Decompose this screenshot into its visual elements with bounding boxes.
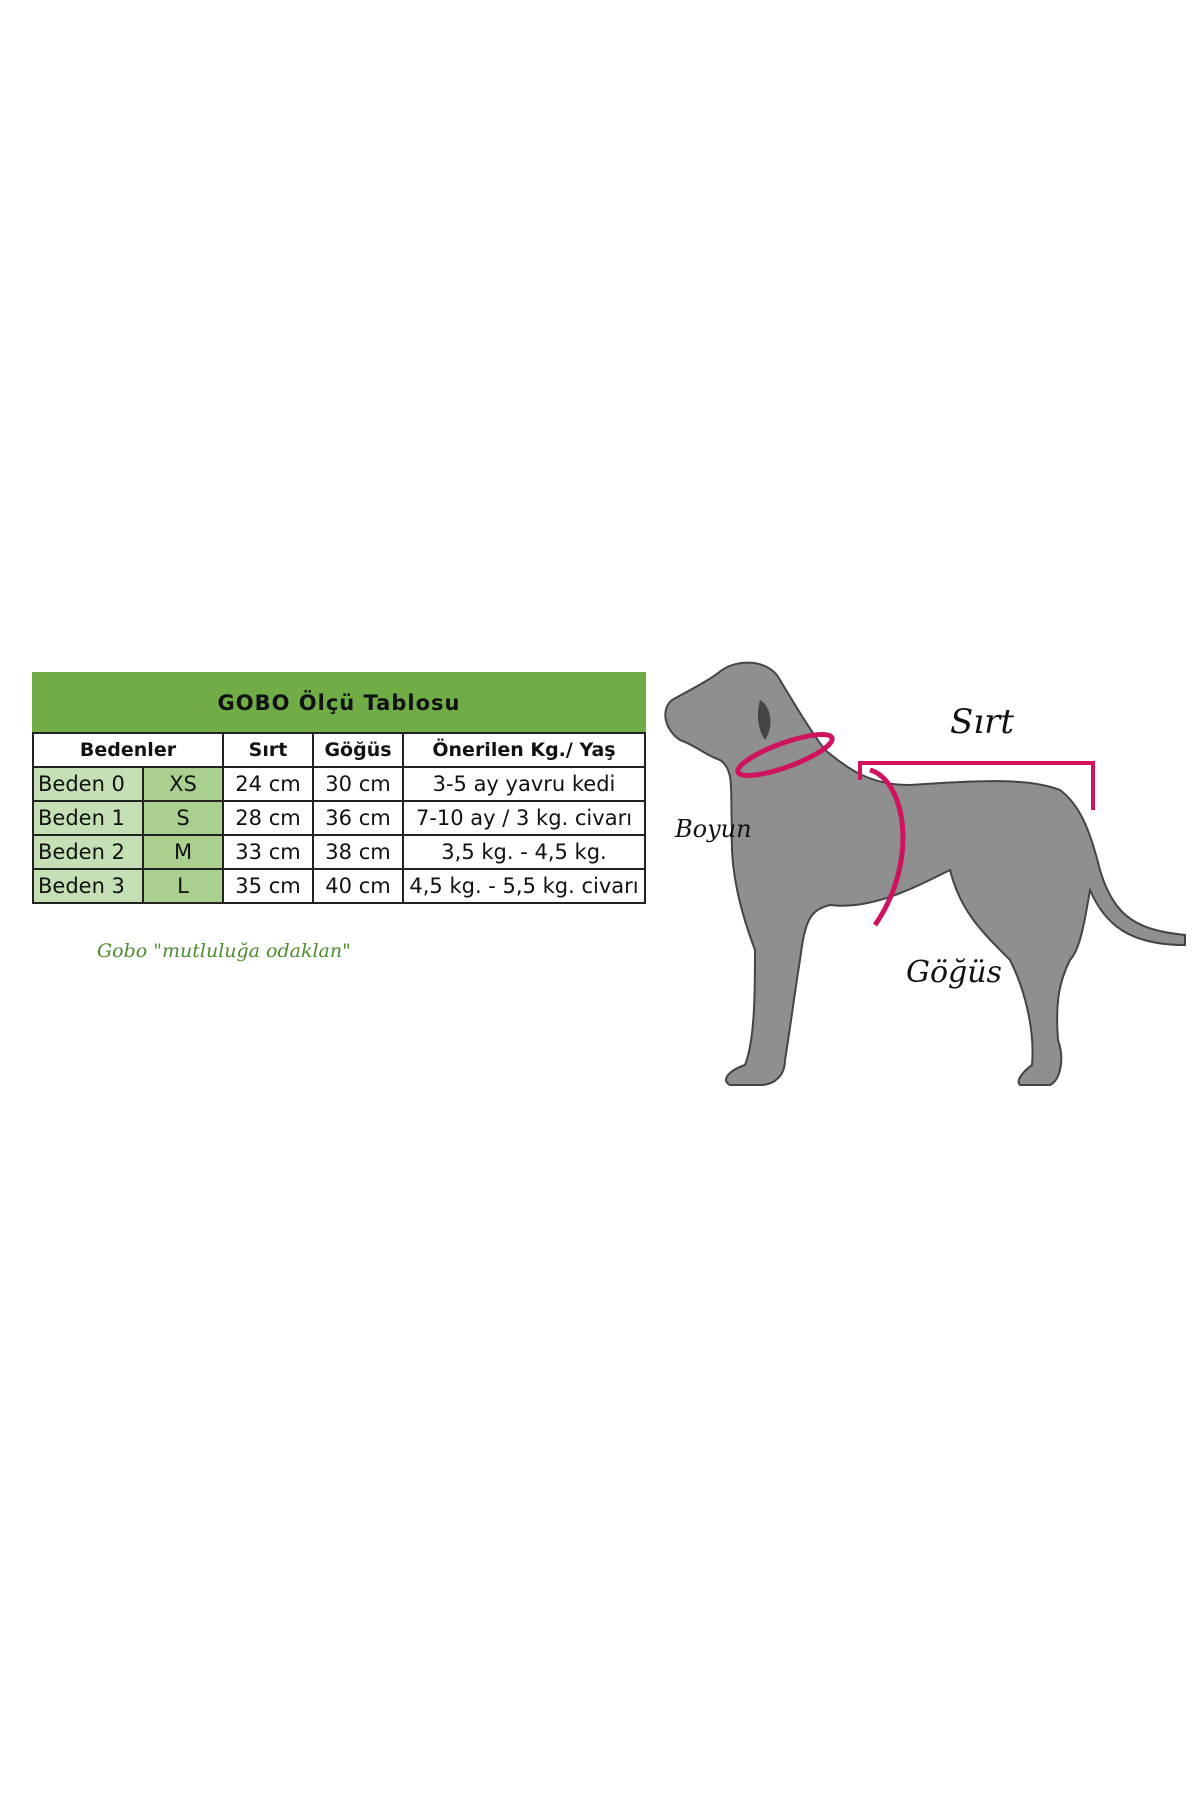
cell-size: S	[142, 800, 224, 836]
header-sizes: Bedenler	[32, 732, 224, 768]
dog-measurement-diagram	[664, 661, 1186, 1086]
cell-name: Beden 0	[32, 766, 144, 802]
cell-back: 28 cm	[222, 800, 314, 836]
cell-chest: 40 cm	[312, 868, 404, 904]
table-header-row: Bedenler Sırt Göğüs Önerilen Kg./ Yaş	[32, 732, 646, 768]
cell-recommended: 3,5 kg. - 4,5 kg.	[402, 834, 646, 870]
cell-chest: 38 cm	[312, 834, 404, 870]
slogan: Gobo "mutluluğa odaklan"	[97, 940, 351, 962]
cell-recommended: 4,5 kg. - 5,5 kg. civarı	[402, 868, 646, 904]
table-row: Beden 2 M 33 cm 38 cm 3,5 kg. - 4,5 kg.	[32, 834, 646, 870]
cell-size: M	[142, 834, 224, 870]
cell-name: Beden 3	[32, 868, 144, 904]
table-row: Beden 3 L 35 cm 40 cm 4,5 kg. - 5,5 kg. …	[32, 868, 646, 904]
table-title: GOBO Ölçü Tablosu	[32, 672, 646, 734]
neck-measure-ring	[735, 732, 835, 778]
cell-name: Beden 2	[32, 834, 144, 870]
cell-back: 35 cm	[222, 868, 314, 904]
header-back: Sırt	[222, 732, 314, 768]
size-chart-table: GOBO Ölçü Tablosu Bedenler Sırt Göğüs Ön…	[32, 672, 646, 904]
neck-label: Boyun	[675, 815, 752, 843]
cell-size: XS	[142, 766, 224, 802]
table-row: Beden 0 XS 24 cm 30 cm 3-5 ay yavru kedi	[32, 766, 646, 802]
cell-back: 33 cm	[222, 834, 314, 870]
chest-measure-arc	[869, 767, 906, 927]
cell-back: 24 cm	[222, 766, 314, 802]
cell-recommended: 3-5 ay yavru kedi	[402, 766, 646, 802]
header-chest: Göğüs	[312, 732, 404, 768]
cell-chest: 36 cm	[312, 800, 404, 836]
cell-recommended: 7-10 ay / 3 kg. civarı	[402, 800, 646, 836]
dog-ear	[757, 700, 771, 740]
back-measure-bracket	[858, 761, 1095, 810]
cell-name: Beden 1	[32, 800, 144, 836]
table-row: Beden 1 S 28 cm 36 cm 7-10 ay / 3 kg. ci…	[32, 800, 646, 836]
dog-silhouette	[664, 661, 1186, 1086]
back-label: Sırt	[950, 702, 1015, 742]
header-recommended: Önerilen Kg./ Yaş	[402, 732, 646, 768]
cell-chest: 30 cm	[312, 766, 404, 802]
cell-size: L	[142, 868, 224, 904]
chest-label: Göğüs	[906, 955, 1002, 990]
